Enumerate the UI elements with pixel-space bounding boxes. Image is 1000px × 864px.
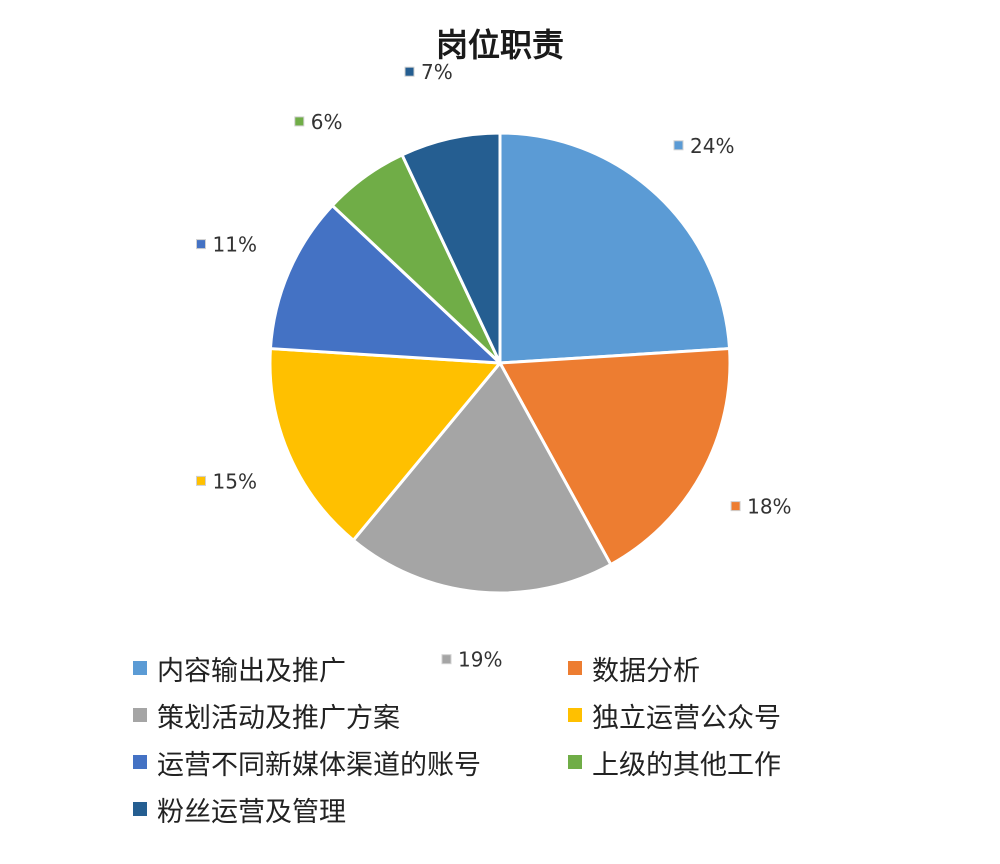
legend-item: 粉丝运营及管理 bbox=[133, 789, 346, 829]
legend-item: 上级的其他工作 bbox=[568, 742, 781, 782]
pie-slice bbox=[268, 347, 502, 542]
data-label-marker bbox=[673, 140, 684, 151]
legend-swatch bbox=[133, 661, 147, 675]
legend-item: 独立运营公众号 bbox=[568, 695, 781, 735]
pie-slice bbox=[498, 131, 732, 365]
data-label: 19% bbox=[441, 648, 502, 672]
data-label: 7% bbox=[404, 60, 453, 84]
legend-swatch bbox=[568, 708, 582, 722]
data-label-marker bbox=[196, 475, 206, 486]
data-label-text: 11% bbox=[213, 233, 257, 257]
legend-label: 粉丝运营及管理 bbox=[157, 796, 346, 828]
legend-swatch bbox=[568, 755, 582, 769]
data-label-marker bbox=[294, 116, 305, 127]
data-label-text: 19% bbox=[458, 648, 502, 672]
data-label: 15% bbox=[196, 469, 257, 493]
data-labels: 24% 18% 19% 15% 11% 6% 7% bbox=[196, 60, 792, 672]
data-label-marker bbox=[196, 239, 206, 250]
legend-item: 策划活动及推广方案 bbox=[133, 695, 400, 735]
data-label-marker bbox=[441, 654, 452, 665]
legend-label: 上级的其他工作 bbox=[592, 749, 781, 781]
data-label-text: 18% bbox=[747, 495, 791, 519]
legend-item: 数据分析 bbox=[568, 648, 700, 688]
legend-label: 策划活动及推广方案 bbox=[157, 702, 400, 734]
pie-slice bbox=[498, 347, 732, 567]
data-label-text: 24% bbox=[690, 134, 734, 158]
data-label: 11% bbox=[196, 233, 257, 257]
data-label-text: 6% bbox=[311, 110, 343, 134]
pie-slices bbox=[268, 131, 732, 595]
pie-slice bbox=[400, 131, 502, 365]
legend-swatch bbox=[133, 802, 147, 816]
legend-swatch bbox=[568, 661, 582, 675]
chart-title: 岗位职责 bbox=[435, 26, 564, 64]
data-label-text: 7% bbox=[421, 60, 453, 84]
legend-item: 内容输出及推广 bbox=[133, 648, 346, 688]
data-label: 6% bbox=[294, 110, 343, 134]
legend-label: 运营不同新媒体渠道的账号 bbox=[157, 749, 481, 781]
legend-swatch bbox=[133, 755, 147, 769]
legend-label: 独立运营公众号 bbox=[592, 702, 781, 734]
legend-label: 内容输出及推广 bbox=[157, 655, 346, 687]
legend-label: 数据分析 bbox=[592, 655, 700, 687]
pie-slice bbox=[268, 204, 502, 365]
legend-item: 运营不同新媒体渠道的账号 bbox=[133, 742, 481, 782]
data-label-text: 15% bbox=[213, 469, 257, 493]
pie-slice bbox=[351, 361, 613, 595]
legend-swatch bbox=[133, 708, 147, 722]
data-label: 18% bbox=[730, 495, 792, 519]
data-label: 24% bbox=[673, 134, 734, 158]
data-label-marker bbox=[404, 66, 415, 77]
data-label-marker bbox=[730, 501, 741, 512]
